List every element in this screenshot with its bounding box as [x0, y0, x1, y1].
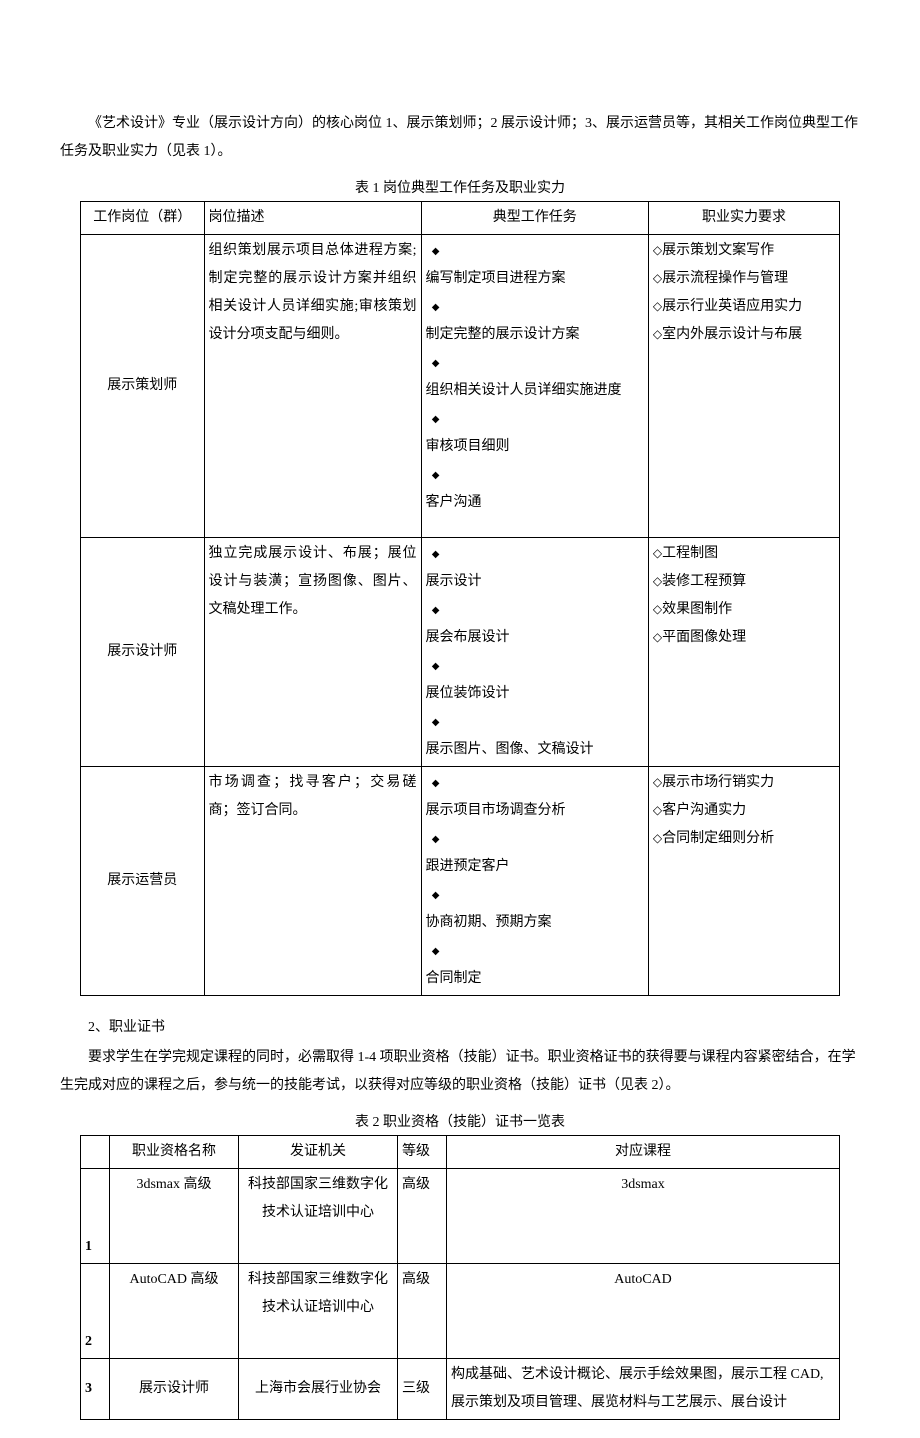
- section2-body: 要求学生在学完规定课程的同时，必需取得 1-4 项职业资格（技能）证书。职业资格…: [60, 1044, 860, 1100]
- list-item: 跟进预定客户: [426, 825, 644, 881]
- cert-level: 三级: [398, 1359, 447, 1420]
- table2-h3: 等级: [398, 1136, 447, 1169]
- table-row: 展示设计师 独立完成展示设计、布展；展位设计与装潢；宣扬图像、图片、文稿处理工作…: [81, 538, 840, 767]
- list-item: 展示流程操作与管理: [653, 265, 835, 293]
- table2-header-row: 职业资格名称 发证机关 等级 对应课程: [81, 1136, 840, 1169]
- table-row: 3 展示设计师 上海市会展行业协会 三级 构成基础、艺术设计概论、展示手绘效果图…: [81, 1359, 840, 1420]
- list-item: 组织相关设计人员详细实施进度: [426, 349, 644, 405]
- desc-cell: 独立完成展示设计、布展；展位设计与装潢；宣扬图像、图片、文稿处理工作。: [204, 538, 421, 767]
- list-item: 室内外展示设计与布展: [653, 321, 835, 349]
- cert-level: 高级: [398, 1169, 447, 1264]
- list-item: 展示行业英语应用实力: [653, 293, 835, 321]
- table1-h1: 工作岗位（群）: [81, 202, 205, 235]
- cert-org: 上海市会展行业协会: [239, 1359, 398, 1420]
- table1-h3: 典型工作任务: [421, 202, 648, 235]
- list-item: 展示设计: [426, 540, 644, 596]
- cert-course: 构成基础、艺术设计概论、展示手绘效果图，展示工程 CAD,展示策划及项目管理、展…: [447, 1359, 840, 1420]
- list-item: 展会布展设计: [426, 596, 644, 652]
- cert-name: 3dsmax 高级: [110, 1169, 239, 1264]
- cert-level: 高级: [398, 1264, 447, 1359]
- req-cell: 展示策划文案写作 展示流程操作与管理 展示行业英语应用实力 室内外展示设计与布展: [648, 235, 839, 538]
- list-item: 审核项目细则: [426, 405, 644, 461]
- table-row: 展示策划师 组织策划展示项目总体进程方案;制定完整的展示设计方案并组织相关设计人…: [81, 235, 840, 538]
- table1-caption: 表 1 岗位典型工作任务及职业实力: [60, 176, 860, 201]
- cert-course: 3dsmax: [447, 1169, 840, 1264]
- table1-h4: 职业实力要求: [648, 202, 839, 235]
- row-index: 1: [81, 1169, 110, 1264]
- cert-course: AutoCAD: [447, 1264, 840, 1359]
- position-cell: 展示运营员: [81, 767, 205, 996]
- list-item: 展示图片、图像、文稿设计: [426, 708, 644, 764]
- cert-org: 科技部国家三维数字化技术认证培训中心: [239, 1169, 398, 1264]
- intro-paragraph: 《艺术设计》专业（展示设计方向）的核心岗位 1、展示策划师；2 展示设计师；3、…: [60, 110, 860, 166]
- cert-name: 展示设计师: [110, 1359, 239, 1420]
- list-item: 效果图制作: [653, 596, 835, 624]
- list-item: 客户沟通实力: [653, 797, 835, 825]
- table1: 工作岗位（群） 岗位描述 典型工作任务 职业实力要求 展示策划师 组织策划展示项…: [80, 201, 840, 996]
- list-item: 协商初期、预期方案: [426, 881, 644, 937]
- section2-title: 2、职业证书: [60, 1014, 860, 1042]
- list-item: 展示市场行销实力: [653, 769, 835, 797]
- table2-h2: 发证机关: [239, 1136, 398, 1169]
- page: 《艺术设计》专业（展示设计方向）的核心岗位 1、展示策划师；2 展示设计师；3、…: [0, 0, 920, 1420]
- cert-name: AutoCAD 高级: [110, 1264, 239, 1359]
- table2-h1: 职业资格名称: [110, 1136, 239, 1169]
- table2-h0: [81, 1136, 110, 1169]
- table1-h2: 岗位描述: [204, 202, 421, 235]
- tasks-cell: 展示项目市场调查分析 跟进预定客户 协商初期、预期方案 合同制定: [421, 767, 648, 996]
- position-cell: 展示策划师: [81, 235, 205, 538]
- list-item: 平面图像处理: [653, 624, 835, 652]
- list-item: 客户沟通: [426, 461, 644, 517]
- req-cell: 展示市场行销实力 客户沟通实力 合同制定细则分析: [648, 767, 839, 996]
- list-item: 合同制定细则分析: [653, 825, 835, 853]
- list-item: 制定完整的展示设计方案: [426, 293, 644, 349]
- list-item: 展示策划文案写作: [653, 237, 835, 265]
- table2-caption: 表 2 职业资格（技能）证书一览表: [60, 1110, 860, 1135]
- tasks-cell: 编写制定项目进程方案 制定完整的展示设计方案 组织相关设计人员详细实施进度 审核…: [421, 235, 648, 538]
- position-cell: 展示设计师: [81, 538, 205, 767]
- list-item: 装修工程预算: [653, 568, 835, 596]
- list-item: 展示项目市场调查分析: [426, 769, 644, 825]
- row-index: 3: [81, 1359, 110, 1420]
- list-item: 工程制图: [653, 540, 835, 568]
- list-item: 展位装饰设计: [426, 652, 644, 708]
- desc-cell: 市场调查；找寻客户；交易磋商；签订合同。: [204, 767, 421, 996]
- table2-h4: 对应课程: [447, 1136, 840, 1169]
- table2: 职业资格名称 发证机关 等级 对应课程 1 3dsmax 高级 科技部国家三维数…: [80, 1135, 840, 1420]
- req-cell: 工程制图 装修工程预算 效果图制作 平面图像处理: [648, 538, 839, 767]
- table-row: 1 3dsmax 高级 科技部国家三维数字化技术认证培训中心 高级 3dsmax: [81, 1169, 840, 1264]
- table1-header-row: 工作岗位（群） 岗位描述 典型工作任务 职业实力要求: [81, 202, 840, 235]
- tasks-cell: 展示设计 展会布展设计 展位装饰设计 展示图片、图像、文稿设计: [421, 538, 648, 767]
- cert-org: 科技部国家三维数字化技术认证培训中心: [239, 1264, 398, 1359]
- list-item: 编写制定项目进程方案: [426, 237, 644, 293]
- row-index: 2: [81, 1264, 110, 1359]
- list-item: 合同制定: [426, 937, 644, 993]
- table-row: 2 AutoCAD 高级 科技部国家三维数字化技术认证培训中心 高级 AutoC…: [81, 1264, 840, 1359]
- desc-cell: 组织策划展示项目总体进程方案;制定完整的展示设计方案并组织相关设计人员详细实施;…: [204, 235, 421, 538]
- table-row: 展示运营员 市场调查；找寻客户；交易磋商；签订合同。 展示项目市场调查分析 跟进…: [81, 767, 840, 996]
